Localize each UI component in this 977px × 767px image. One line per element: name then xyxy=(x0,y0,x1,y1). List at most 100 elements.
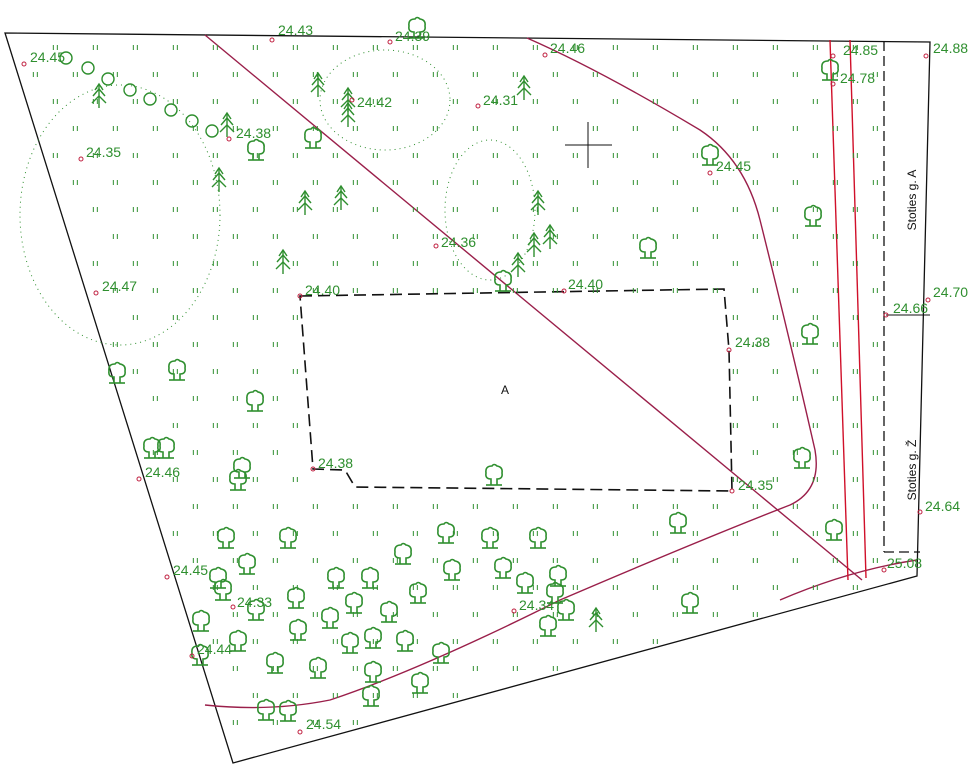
grass-mark xyxy=(333,207,337,212)
grass-mark xyxy=(573,207,577,212)
grass-mark xyxy=(293,261,297,266)
grass-mark xyxy=(373,261,377,266)
road-line xyxy=(830,40,848,580)
grass-mark xyxy=(53,99,57,104)
grass-mark xyxy=(173,261,177,266)
bush-symbol xyxy=(165,104,177,116)
grass-mark xyxy=(853,585,857,590)
grass-mark xyxy=(73,180,77,185)
tree-symbol xyxy=(363,686,379,707)
grass-mark xyxy=(553,504,557,509)
utility-line xyxy=(205,35,862,580)
grass-mark xyxy=(333,45,337,50)
grass-mark xyxy=(293,315,297,320)
grass-mark xyxy=(613,153,617,158)
elevation-point xyxy=(730,489,734,493)
grass-mark xyxy=(253,693,257,698)
grass-mark xyxy=(413,585,417,590)
grass-mark xyxy=(293,45,297,50)
tree-symbol xyxy=(540,616,556,637)
grass-mark xyxy=(193,342,197,347)
grass-mark xyxy=(213,369,217,374)
elevation-label: 24.45 xyxy=(716,158,751,174)
grass-mark xyxy=(673,126,677,131)
tree-symbol xyxy=(670,513,686,534)
grass-mark xyxy=(853,99,857,104)
grass-mark xyxy=(793,180,797,185)
bush-symbol xyxy=(124,84,136,96)
tree-group-outline xyxy=(20,85,220,345)
elevation-label: 24.45 xyxy=(30,49,65,65)
street-label: Stoties g. Ž xyxy=(904,440,919,501)
grass-mark xyxy=(553,558,557,563)
grass-mark xyxy=(233,666,237,671)
grass-mark xyxy=(173,153,177,158)
grass-mark xyxy=(493,585,497,590)
grass-mark xyxy=(493,45,497,50)
elevation-label: 24.70 xyxy=(933,284,968,300)
grass-mark xyxy=(713,504,717,509)
grass-mark xyxy=(213,45,217,50)
grass-mark xyxy=(293,369,297,374)
grass-mark xyxy=(773,423,777,428)
elevation-label: 24.39 xyxy=(395,28,430,44)
grass-mark xyxy=(793,288,797,293)
elevation-label: 24.78 xyxy=(840,70,875,86)
grass-mark xyxy=(493,153,497,158)
grass-mark xyxy=(793,72,797,77)
grass-mark xyxy=(873,234,877,239)
grass-mark xyxy=(573,585,577,590)
grass-mark xyxy=(473,72,477,77)
grass-mark xyxy=(33,72,37,77)
grass-mark xyxy=(193,288,197,293)
grass-mark xyxy=(593,504,597,509)
grass-mark xyxy=(353,72,357,77)
grass-mark xyxy=(253,477,257,482)
grass-mark xyxy=(253,99,257,104)
grass-mark xyxy=(93,45,97,50)
grass-mark xyxy=(833,126,837,131)
grass-mark xyxy=(253,45,257,50)
elevation-label: 24.54 xyxy=(306,716,341,732)
tree-symbol xyxy=(346,593,362,614)
grass-mark xyxy=(533,45,537,50)
grass-mark xyxy=(713,180,717,185)
elevation-label: 24.42 xyxy=(357,94,392,110)
grass-mark xyxy=(613,261,617,266)
grass-mark xyxy=(873,396,877,401)
grass-mark xyxy=(133,45,137,50)
grass-mark xyxy=(473,612,477,617)
elevation-label: 24.44 xyxy=(197,641,232,657)
grass-mark xyxy=(773,477,777,482)
grass-mark xyxy=(433,666,437,671)
grass-mark xyxy=(113,180,117,185)
bush-symbol xyxy=(206,125,218,137)
grass-mark xyxy=(713,612,717,617)
grass-mark xyxy=(653,585,657,590)
grass-mark xyxy=(853,423,857,428)
elevation-label: 24.38 xyxy=(735,334,770,350)
grass-mark xyxy=(413,531,417,536)
grass-mark xyxy=(553,126,557,131)
grass-mark xyxy=(133,369,137,374)
grass-mark xyxy=(473,126,477,131)
grass-mark xyxy=(653,531,657,536)
grass-mark xyxy=(573,153,577,158)
grass-mark xyxy=(273,342,277,347)
grass-mark xyxy=(813,153,817,158)
grass-mark xyxy=(733,423,737,428)
grass-mark xyxy=(273,666,277,671)
grass-mark xyxy=(353,180,357,185)
grass-mark xyxy=(693,207,697,212)
grass-mark xyxy=(773,369,777,374)
grass-mark xyxy=(173,99,177,104)
grass-mark xyxy=(773,261,777,266)
grass-mark xyxy=(693,261,697,266)
grass-mark xyxy=(753,126,757,131)
grass-mark xyxy=(333,153,337,158)
grass-mark xyxy=(333,531,337,536)
grass-mark xyxy=(433,558,437,563)
grass-mark xyxy=(113,234,117,239)
benchmark-cross xyxy=(565,122,612,168)
tree-symbol xyxy=(247,391,263,412)
